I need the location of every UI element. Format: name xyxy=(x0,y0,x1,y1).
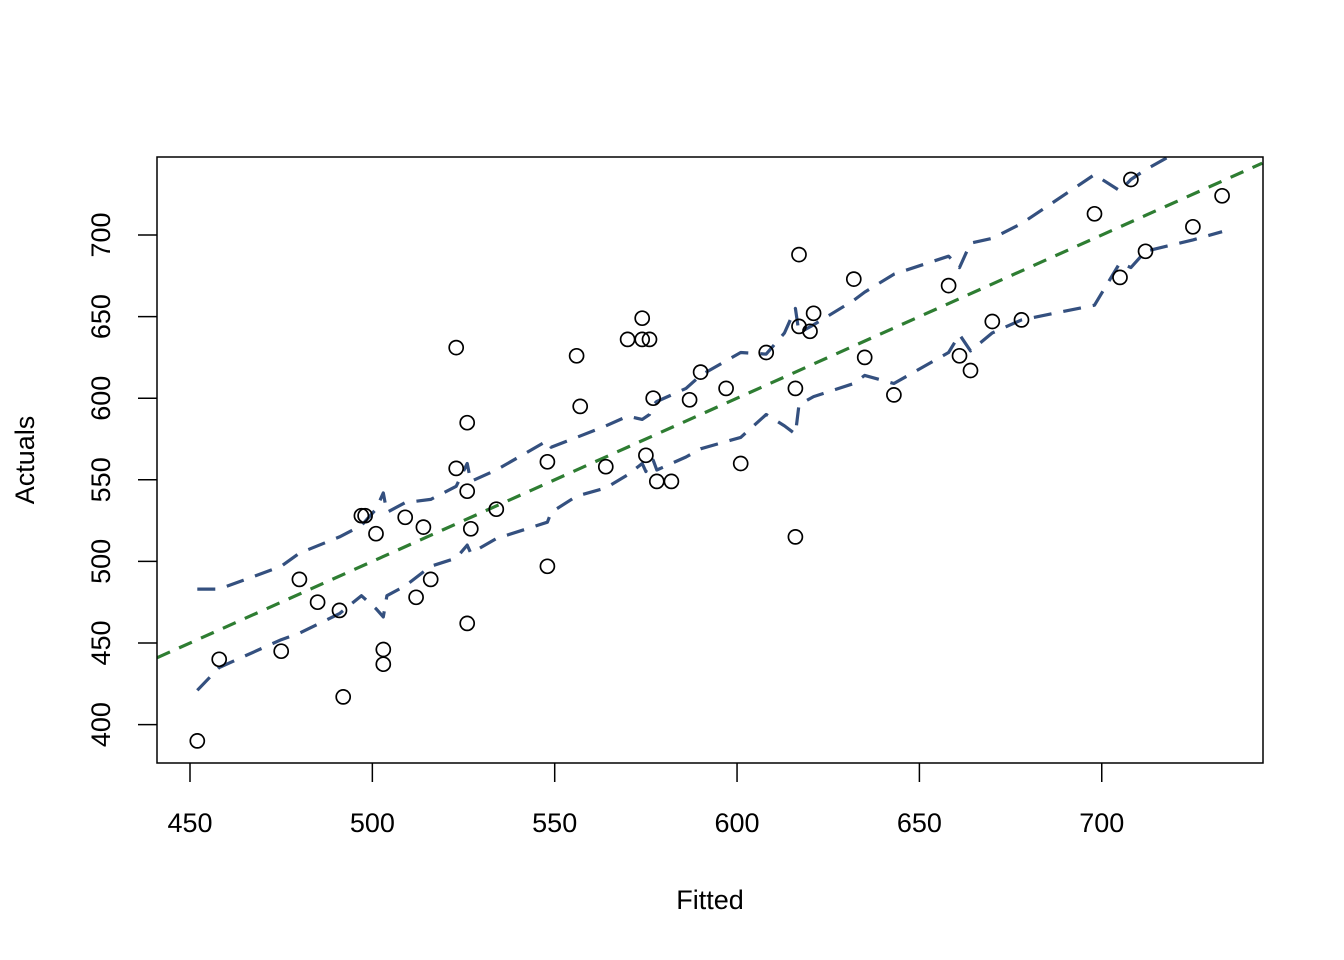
data-point xyxy=(448,460,465,477)
data-point xyxy=(408,589,424,606)
data-point xyxy=(1137,243,1154,260)
x-axis-title: Fitted xyxy=(676,885,744,915)
data-point xyxy=(459,483,476,500)
x-tick-label: 650 xyxy=(897,808,942,838)
data-point xyxy=(791,246,807,263)
data-point xyxy=(415,519,432,535)
prediction-interval-bands xyxy=(196,157,1223,692)
x-tick-label: 550 xyxy=(532,808,577,838)
data-point xyxy=(692,364,709,380)
data-point xyxy=(663,473,680,490)
data-point xyxy=(189,733,206,749)
data-point xyxy=(1185,218,1201,235)
data-point xyxy=(787,380,804,397)
x-axis: 450 500 550 600 650 700 xyxy=(167,763,1124,838)
data-point xyxy=(273,643,290,660)
data-point xyxy=(572,398,589,415)
reference-fit-line xyxy=(156,161,1263,660)
y-tick-label: 600 xyxy=(86,376,116,421)
data-point xyxy=(375,641,392,658)
y-tick-label: 450 xyxy=(86,620,116,665)
data-point xyxy=(758,344,775,361)
data-point xyxy=(568,347,585,364)
x-tick-label: 600 xyxy=(715,808,760,838)
data-point xyxy=(335,689,352,705)
data-point xyxy=(357,507,373,524)
data-point xyxy=(368,525,384,542)
y-tick-label: 500 xyxy=(86,539,116,584)
data-point xyxy=(488,501,505,518)
data-point xyxy=(634,331,651,348)
data-point xyxy=(353,507,370,524)
data-point xyxy=(539,558,556,575)
data-point xyxy=(1123,171,1139,188)
data-point xyxy=(845,271,862,287)
data-point xyxy=(641,331,658,348)
y-tick-label: 550 xyxy=(86,457,116,502)
data-point xyxy=(459,615,476,632)
data-point xyxy=(1013,312,1030,328)
data-point xyxy=(448,339,465,356)
data-points xyxy=(189,171,1230,749)
data-point xyxy=(375,656,392,673)
data-point xyxy=(634,310,651,327)
x-tick-label: 500 xyxy=(350,808,395,838)
y-tick-label: 400 xyxy=(86,702,116,747)
data-point xyxy=(732,455,749,472)
data-point xyxy=(459,414,476,431)
data-point xyxy=(681,391,698,408)
data-point xyxy=(211,651,228,668)
y-tick-label: 700 xyxy=(86,212,116,257)
data-point xyxy=(886,387,902,403)
data-point xyxy=(984,313,1001,330)
data-point xyxy=(645,390,662,407)
data-point xyxy=(1214,187,1230,204)
data-point xyxy=(940,277,957,294)
data-point xyxy=(802,323,818,340)
x-tick-label: 700 xyxy=(1079,808,1124,838)
upper-band-line xyxy=(197,157,1172,591)
data-point xyxy=(805,305,822,322)
data-point xyxy=(856,349,873,366)
lower-band-line xyxy=(196,230,1223,692)
fit-line xyxy=(156,161,1263,660)
data-point xyxy=(422,571,439,588)
plot-frame xyxy=(156,156,1264,764)
data-point xyxy=(539,453,556,470)
data-point xyxy=(962,362,979,379)
data-point xyxy=(397,509,414,526)
data-point xyxy=(1112,269,1128,286)
x-tick-label: 450 xyxy=(167,808,212,838)
data-point xyxy=(619,331,636,348)
y-axis-title: Actuals xyxy=(10,416,40,505)
data-point xyxy=(787,529,804,545)
y-tick-label: 650 xyxy=(86,294,116,339)
data-point xyxy=(638,447,654,464)
data-point xyxy=(648,473,665,490)
data-point xyxy=(462,520,479,537)
data-point xyxy=(718,380,734,397)
data-point xyxy=(291,571,308,588)
data-point xyxy=(1086,205,1103,222)
data-point xyxy=(331,602,348,619)
data-point xyxy=(951,347,968,364)
data-point xyxy=(597,458,614,475)
y-axis: 400 450 500 550 600 650 700 xyxy=(86,212,157,747)
data-point xyxy=(309,594,326,611)
